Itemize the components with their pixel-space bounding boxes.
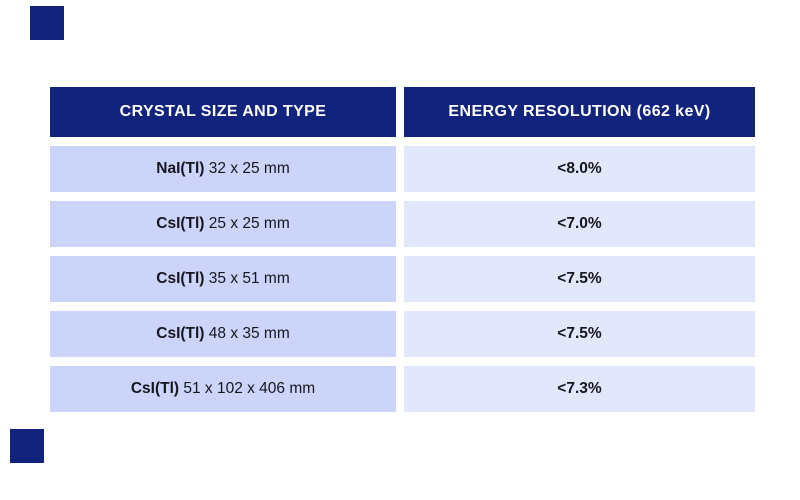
resolution-cell: <7.5% [404,256,755,302]
header-energy-resolution: ENERGY RESOLUTION (662 keV) [404,87,755,137]
decorative-square-top-left [30,6,64,40]
resolution-value: <7.5% [557,325,602,342]
table-header-row: CRYSTAL SIZE AND TYPE ENERGY RESOLUTION … [50,87,755,137]
crystal-type: CsI(Tl) [130,380,180,397]
resolution-value: <7.0% [557,215,602,232]
resolution-cell: <7.5% [404,311,755,357]
table-row: CsI(Tl) 51 x 102 x 406 mm <7.3% [50,366,755,412]
crystal-cell: CsI(Tl) 51 x 102 x 406 mm [50,366,396,412]
crystal-size: 35 x 51 mm [204,270,290,287]
crystal-type: CsI(Tl) [156,270,205,287]
crystal-cell: NaI(Tl) 32 x 25 mm [50,146,396,192]
resolution-value: <7.5% [557,270,602,287]
crystal-size: 51 x 102 x 406 mm [179,380,316,397]
table-row: CsI(Tl) 48 x 35 mm <7.5% [50,311,755,357]
table-row: CsI(Tl) 25 x 25 mm <7.0% [50,201,755,247]
resolution-value: <7.3% [557,380,602,397]
crystal-size: 25 x 25 mm [204,215,290,232]
table-row: CsI(Tl) 35 x 51 mm <7.5% [50,256,755,302]
crystal-cell: CsI(Tl) 48 x 35 mm [50,311,396,357]
resolution-cell: <7.0% [404,201,755,247]
crystal-size: 48 x 35 mm [204,325,290,342]
crystal-cell: CsI(Tl) 25 x 25 mm [50,201,396,247]
crystal-resolution-table: CRYSTAL SIZE AND TYPE ENERGY RESOLUTION … [50,87,755,412]
decorative-square-bottom-left [10,429,44,463]
resolution-cell: <8.0% [404,146,755,192]
crystal-type: CsI(Tl) [156,325,205,342]
crystal-cell: CsI(Tl) 35 x 51 mm [50,256,396,302]
crystal-type: CsI(Tl) [156,215,205,232]
crystal-type: NaI(Tl) [156,160,205,177]
resolution-value: <8.0% [557,160,602,177]
crystal-size: 32 x 25 mm [204,160,290,177]
header-crystal-size-and-type: CRYSTAL SIZE AND TYPE [50,87,396,137]
header-resolution-label: ENERGY RESOLUTION (662 keV) [448,103,711,120]
resolution-cell: <7.3% [404,366,755,412]
table-row: NaI(Tl) 32 x 25 mm <8.0% [50,146,755,192]
header-crystal-label: CRYSTAL SIZE AND TYPE [119,103,327,120]
